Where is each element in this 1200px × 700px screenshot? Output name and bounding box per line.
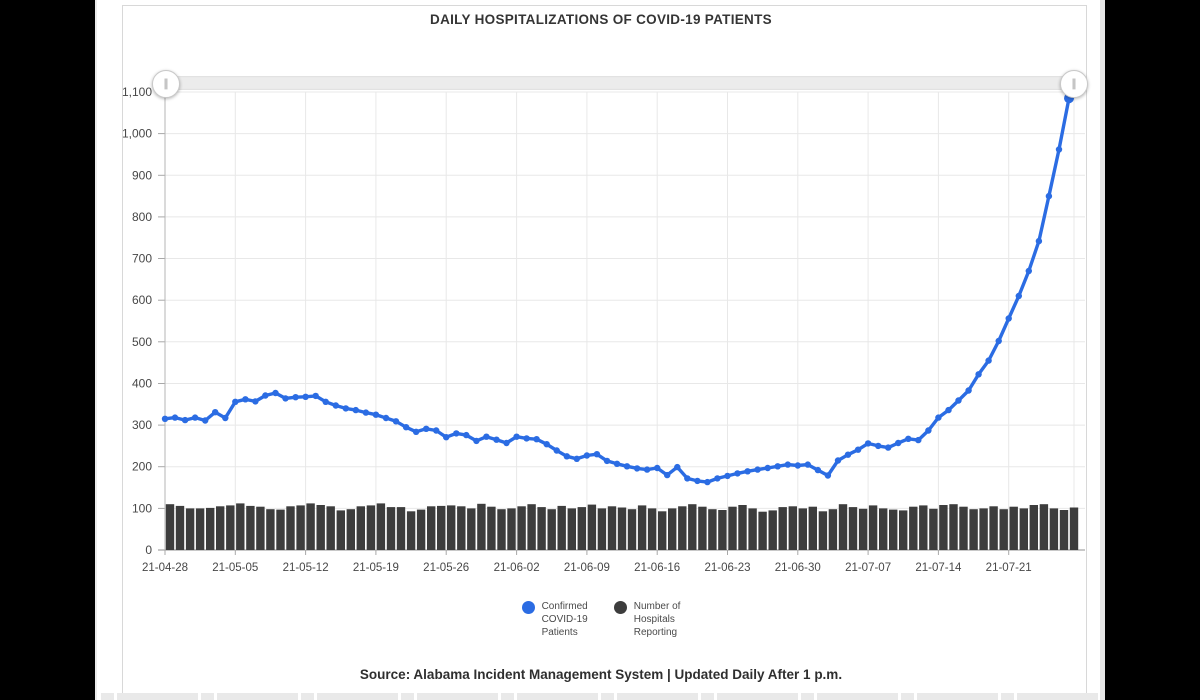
svg-text:1,100: 1,100 [122,85,152,99]
svg-text:700: 700 [132,252,152,266]
svg-text:21-05-19: 21-05-19 [353,562,399,574]
grip-icon: ∥ [1071,77,1077,90]
svg-text:900: 900 [132,168,152,182]
svg-text:21-06-16: 21-06-16 [634,562,680,574]
svg-text:600: 600 [132,293,152,307]
svg-text:21-06-02: 21-06-02 [494,562,540,574]
svg-text:500: 500 [132,335,152,349]
svg-text:21-06-30: 21-06-30 [775,562,821,574]
svg-text:21-05-26: 21-05-26 [423,562,469,574]
svg-text:21-07-14: 21-07-14 [915,562,962,574]
range-slider-handle-left[interactable]: ∥ [152,70,180,98]
legend-label: Number of Hospitals Reporting [633,601,681,639]
page-title: DAILY HOSPITALIZATIONS OF COVID-19 PATIE… [430,12,772,27]
svg-text:200: 200 [132,460,152,474]
svg-text:21-06-23: 21-06-23 [704,562,750,574]
legend-item-number-of-hospitals-reporting[interactable]: Number of Hospitals Reporting [613,600,681,640]
svg-text:21-05-05: 21-05-05 [212,562,258,574]
legend-label: Confirmed COVID-19 Patients [541,601,588,639]
svg-text:21-05-12: 21-05-12 [283,562,329,574]
data-table-edge [101,693,1101,700]
line-series[interactable] [161,93,1074,486]
legend-swatch-icon [613,601,627,614]
legend: Confirmed COVID-19 Patients Number of Hos… [97,600,1105,640]
legend-item-confirmed-covid-19-patients[interactable]: Confirmed COVID-19 Patients [521,600,588,640]
svg-text:1,000: 1,000 [122,127,152,141]
svg-text:100: 100 [132,501,152,515]
grip-icon: ∥ [163,77,169,90]
range-slider-handle-right[interactable]: ∥ [1060,70,1088,98]
bars-series[interactable] [165,503,1079,550]
page-panel: DAILY HOSPITALIZATIONS OF COVID-19 PATIE… [95,0,1105,700]
svg-text:21-06-09: 21-06-09 [564,562,610,574]
right-edge-strip [1100,0,1105,700]
svg-text:0: 0 [145,543,152,557]
svg-text:21-07-21: 21-07-21 [986,562,1032,574]
svg-text:300: 300 [132,418,152,432]
legend-swatch-icon [521,601,535,614]
svg-text:800: 800 [132,210,152,224]
chart-plot[interactable]: 0 100 200 300 400 500 600 700 800 900 1,000 1,100 21… [97,0,1105,585]
source-note: Source: Alabama Incident Management Syst… [359,667,843,682]
svg-text:21-04-28: 21-04-28 [142,562,188,574]
range-slider-track[interactable] [157,76,1081,90]
svg-text:21-07-07: 21-07-07 [845,562,891,574]
svg-text:400: 400 [132,377,152,391]
